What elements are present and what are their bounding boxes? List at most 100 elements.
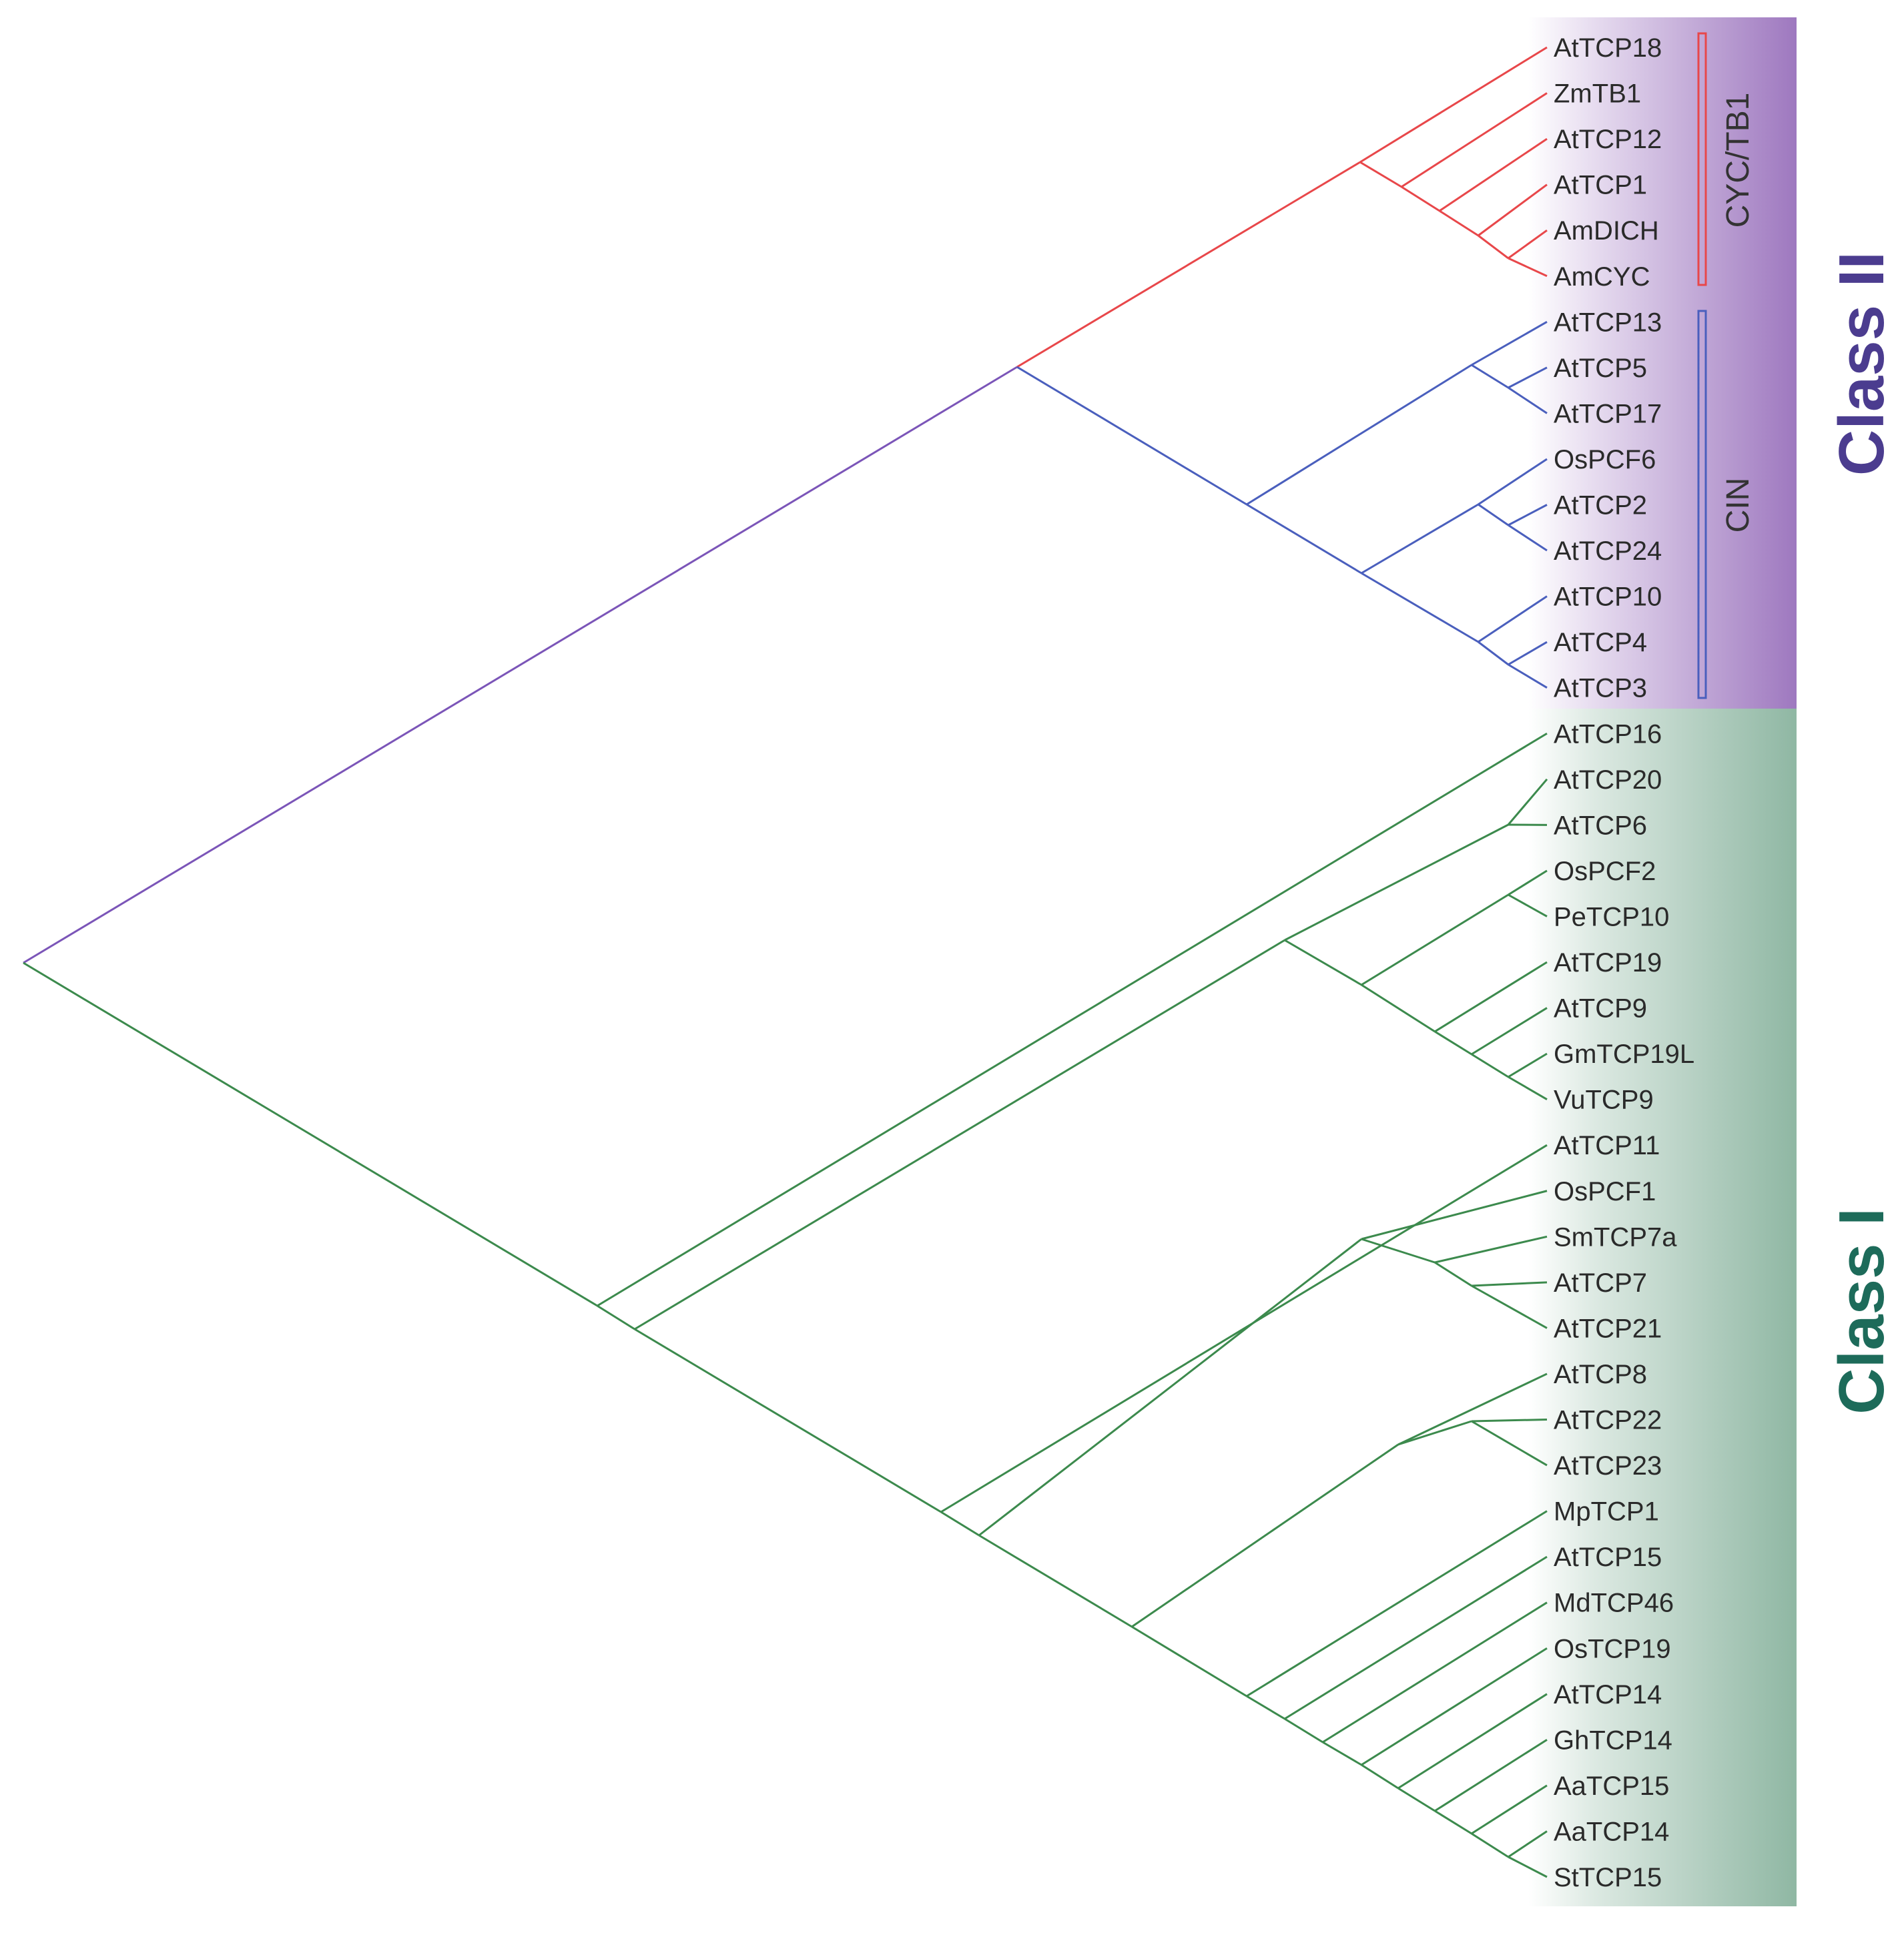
leaf-label: AtTCP2 (1554, 491, 1647, 520)
subclade-label-cin: CIN (1720, 478, 1756, 533)
tree-branch (1397, 1693, 1548, 1790)
tree-branch (1508, 893, 1548, 917)
leaf-label: MpTCP1 (1554, 1497, 1659, 1527)
tree-branches (23, 46, 1548, 1878)
tree-branch (1361, 984, 1436, 1033)
tree-branch (1246, 1695, 1285, 1720)
tree-branch (1361, 503, 1479, 574)
tree-branch (1478, 234, 1509, 260)
tree-branch (1507, 778, 1548, 825)
tree-branch (597, 732, 1548, 1307)
tree-branch (1434, 1030, 1472, 1056)
tree-branch (1016, 161, 1361, 368)
leaf-label: VuTCP9 (1554, 1086, 1654, 1115)
cyc-tb1-bracket (1697, 32, 1707, 286)
tree-branch (940, 1144, 1548, 1513)
tree-branch (1508, 663, 1548, 689)
tree-branch (597, 1304, 635, 1330)
tree-branch (1439, 210, 1479, 237)
tree-branch (1361, 1764, 1399, 1790)
tree-branch (1361, 1647, 1548, 1766)
tree-branch (634, 1328, 942, 1513)
tree-branch (1508, 1830, 1548, 1858)
leaf-label: AtTCP9 (1554, 994, 1647, 1024)
leaf-label: AtTCP12 (1554, 125, 1662, 154)
tree-branch (1397, 1373, 1548, 1446)
tree-branch (1471, 1053, 1509, 1078)
class-ii-band (1528, 17, 1797, 709)
cin-bracket (1697, 310, 1707, 699)
tree-branch (1131, 1443, 1399, 1628)
tree-branch (1246, 364, 1472, 506)
leaf-label: AtTCP16 (1554, 719, 1662, 749)
tree-branch (1284, 823, 1509, 941)
tree-branch (1439, 137, 1548, 212)
tree-branch (23, 961, 598, 1307)
leaf-label: AtTCP4 (1554, 628, 1647, 657)
tree-branch (23, 366, 1018, 964)
tree-branch (1361, 893, 1509, 986)
class-i-band (1528, 709, 1797, 1906)
tree-branch (978, 1238, 1362, 1537)
leaf-label: AtTCP10 (1554, 583, 1662, 612)
leaf-label: AtTCP19 (1554, 948, 1662, 978)
leaf-label: AaTCP15 (1554, 1772, 1669, 1801)
tree-branch (1284, 1717, 1323, 1744)
leaf-label: AtTCP5 (1554, 354, 1647, 383)
tree-branch (1361, 572, 1479, 643)
leaf-label: ZmTB1 (1554, 79, 1641, 109)
leaf-label: AtTCP6 (1554, 811, 1647, 840)
leaf-label: AtTCP20 (1554, 765, 1662, 795)
tree-branch (1397, 1420, 1472, 1446)
tree-branch (1508, 1052, 1548, 1078)
tree-branch (1478, 458, 1548, 506)
tree-branch (1508, 641, 1548, 666)
tree-branch (1246, 1510, 1548, 1697)
tree-branch (1478, 503, 1509, 526)
leaf-label: MdTCP46 (1554, 1589, 1674, 1618)
leaf-labels: AtTCP18 ZmTB1 AtTCP12 AtTCP1 AmDICH AmCYC AtTC… (1554, 33, 1694, 1892)
leaf-label: AaTCP14 (1554, 1817, 1669, 1846)
tree-branch (1401, 92, 1548, 188)
tree-branch (1401, 185, 1440, 212)
tree-branch (1471, 364, 1509, 389)
tree-branch (1434, 1235, 1548, 1264)
tree-branch (1508, 257, 1548, 278)
tree-branch (1434, 1739, 1548, 1812)
leaf-label: AtTCP13 (1554, 308, 1662, 337)
leaf-label: AtTCP18 (1554, 33, 1662, 63)
tree-branch (1508, 386, 1548, 414)
tree-branch (1471, 320, 1548, 366)
leaf-label: AmCYC (1554, 262, 1650, 292)
tree-branch (1322, 1741, 1362, 1766)
tree-branch (1361, 1190, 1548, 1240)
leaf-label: AtTCP15 (1554, 1543, 1662, 1572)
class-ii-label: Class II (1826, 252, 1897, 476)
leaf-label: AtTCP8 (1554, 1360, 1647, 1389)
leaf-label: OsPCF1 (1554, 1177, 1656, 1206)
tree-branch (1478, 641, 1509, 666)
tree-branch (1508, 1856, 1548, 1878)
tree-branch (1471, 1832, 1509, 1858)
leaf-label: AtTCP7 (1554, 1268, 1647, 1298)
tree-branch (1471, 1281, 1548, 1287)
leaf-label: PeTCP10 (1554, 902, 1669, 931)
tree-branch (1284, 1555, 1548, 1720)
tree-branch (1434, 1810, 1472, 1835)
tree-branch (1397, 1787, 1436, 1812)
tree-branch (1471, 1784, 1548, 1835)
tree-branch (1508, 229, 1548, 260)
leaf-label: AtTCP17 (1554, 399, 1662, 428)
tree-branch (1434, 1261, 1472, 1287)
leaf-label: AtTCP3 (1554, 674, 1647, 703)
leaf-label: SmTCP7a (1554, 1222, 1677, 1252)
leaf-label: AtTCP14 (1554, 1680, 1662, 1709)
tree-branch (1471, 1419, 1548, 1423)
leaf-label: AtTCP1 (1554, 171, 1647, 200)
leaf-label: OsTCP19 (1554, 1634, 1671, 1663)
tree-branch (1508, 1076, 1548, 1100)
leaf-label: OsPCF2 (1554, 857, 1656, 886)
tree-branch (1284, 939, 1362, 986)
tree-branch (1508, 869, 1548, 896)
tree-branch (1471, 1007, 1548, 1056)
